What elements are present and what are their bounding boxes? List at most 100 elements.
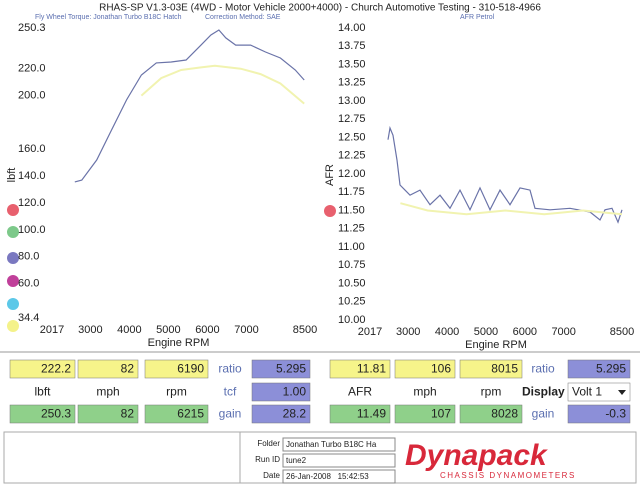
value-box xyxy=(9,404,76,424)
x-tick-label: 3000 xyxy=(396,326,420,338)
footer-label: Run ID xyxy=(255,455,280,464)
y-tick-label: 10.00 xyxy=(338,314,366,326)
field-label: lbft xyxy=(34,385,51,399)
x-axis-label: Engine RPM xyxy=(148,337,210,349)
value-box xyxy=(329,359,391,379)
readout: 222.2 82 6190 ratio 5.295 11.81 106 8015 ratio 5.… xyxy=(9,359,631,424)
value: 8028 xyxy=(491,407,518,421)
legend-dots xyxy=(7,204,336,332)
x-tick-label: 5000 xyxy=(156,324,180,336)
y-tick-label: 11.25 xyxy=(338,223,365,235)
value-box xyxy=(459,359,523,379)
field-label: AFR xyxy=(348,385,372,399)
field-label: ratio xyxy=(531,362,555,376)
value-box xyxy=(567,359,631,379)
dropdown: Volt 1 xyxy=(572,385,602,399)
value-box xyxy=(144,404,209,424)
x-tick-label: 3000 xyxy=(78,324,102,336)
subtitle: AFR Petrol xyxy=(460,14,495,21)
field-label: Display xyxy=(522,385,565,399)
x-axis-label: Engine RPM xyxy=(465,339,527,351)
value: 82 xyxy=(121,407,135,421)
series-line xyxy=(387,125,623,224)
field-label: mph xyxy=(96,385,119,399)
logo: Dynapack xyxy=(405,439,548,472)
value-box xyxy=(394,404,456,424)
value: 106 xyxy=(431,362,451,376)
value: 8015 xyxy=(491,362,518,376)
field xyxy=(282,437,396,452)
x-tick-label: 8500 xyxy=(610,326,634,338)
x-tick-label: 2017 xyxy=(40,324,64,336)
field xyxy=(282,453,396,468)
field-label: rpm xyxy=(166,385,187,399)
y-tick-label: 12.75 xyxy=(338,113,366,125)
date-value: 26-Jan-2008 15:42:53 xyxy=(286,472,369,481)
y-tick-label: 120.0 xyxy=(18,197,46,209)
y-tick-label: 12.50 xyxy=(338,131,366,143)
value: 82 xyxy=(121,362,135,376)
value-box xyxy=(251,359,311,379)
x-tick-label: 7000 xyxy=(551,326,575,338)
subtitle: Fly Wheel Torque: Jonathan Turbo B18C Ha… xyxy=(35,14,182,21)
field-label: gain xyxy=(219,407,242,421)
y-tick-label: 80.0 xyxy=(18,251,39,263)
y-tick-label: 11.00 xyxy=(338,241,365,253)
run-value: tune2 xyxy=(286,456,307,465)
value: 1.00 xyxy=(283,385,307,399)
value-box xyxy=(77,404,139,424)
x-tick-label: 2017 xyxy=(358,326,382,338)
y-axis-label: AFR xyxy=(324,164,336,186)
value-box xyxy=(251,382,311,402)
y-tick-label: 12.00 xyxy=(338,168,366,180)
y-tick-label: 13.75 xyxy=(338,40,366,52)
series-line xyxy=(400,202,623,216)
field-label: gain xyxy=(532,407,555,421)
dropdown-arrow xyxy=(618,390,626,395)
y-tick-label: 160.0 xyxy=(18,143,46,155)
y-tick-label: 11.75 xyxy=(338,186,365,198)
x-tick-label: 4000 xyxy=(435,326,459,338)
value-box xyxy=(394,359,456,379)
value: 250.3 xyxy=(41,407,71,421)
subtitle: Correction Method: SAE xyxy=(205,14,281,21)
y-tick-label: 200.0 xyxy=(18,89,46,101)
value: 11.81 xyxy=(357,362,386,376)
value: 222.2 xyxy=(41,362,71,376)
value: 6215 xyxy=(177,407,204,421)
value-box xyxy=(567,404,631,424)
y-tick-label: 34.4 xyxy=(18,312,39,324)
logo-sub: CHASSIS DYNAMOMETERS xyxy=(440,471,576,480)
value-box xyxy=(144,359,209,379)
y-tick-label: 13.00 xyxy=(338,95,366,107)
dot xyxy=(7,320,19,332)
field-label: ratio xyxy=(218,362,242,376)
dot xyxy=(7,298,19,310)
y-tick-label: 13.25 xyxy=(338,77,366,89)
value: 11.49 xyxy=(357,407,386,421)
y-tick-label: 100.0 xyxy=(18,224,46,236)
x-tick-label: 6000 xyxy=(513,326,537,338)
value-box xyxy=(329,404,391,424)
x-tick-label: 6000 xyxy=(195,324,219,336)
value-box xyxy=(567,382,631,402)
y-tick-label: 220.0 xyxy=(18,63,46,75)
x-tick-label: 8500 xyxy=(293,324,317,336)
field-label: rpm xyxy=(481,385,502,399)
y-tick-label: 10.25 xyxy=(338,296,366,308)
y-tick-label: 11.50 xyxy=(338,204,365,216)
y-tick-label: 12.25 xyxy=(338,150,366,162)
field xyxy=(282,469,396,484)
x-tick-label: 4000 xyxy=(117,324,141,336)
value-box xyxy=(9,359,76,379)
y-tick-label: 250.3 xyxy=(18,22,46,34)
y-tick-label: 140.0 xyxy=(18,170,46,182)
title: RHAS-SP V1.3-03E (4WD - Motor Vehicle 20… xyxy=(99,3,541,14)
y-tick-label: 14.00 xyxy=(338,22,366,34)
value-box xyxy=(459,404,523,424)
dot xyxy=(7,275,19,287)
y-tick-label: 13.50 xyxy=(338,58,366,70)
value-box xyxy=(251,404,311,424)
